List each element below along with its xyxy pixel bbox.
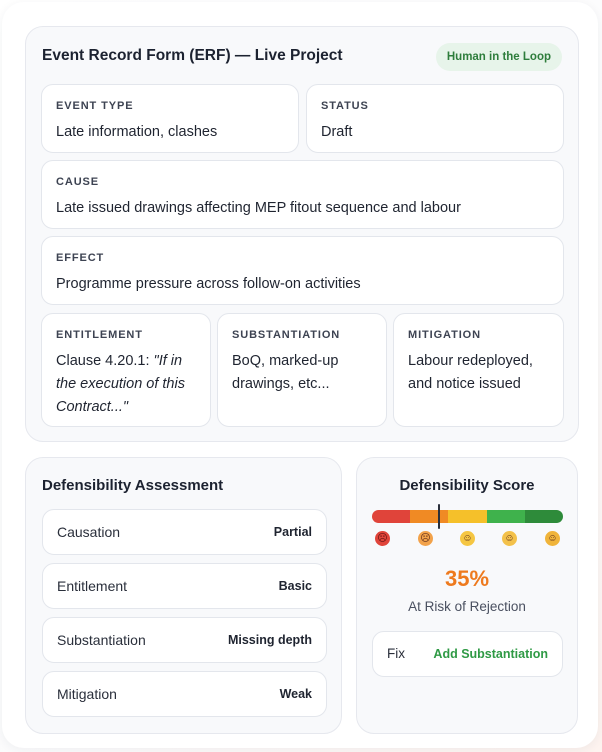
- cause-label: CAUSE: [56, 176, 100, 188]
- score-gauge-bar: [372, 510, 563, 523]
- assessment-row-entitlement[interactable]: Entitlement Basic: [42, 563, 327, 609]
- entitlement-value: Clause 4.20.1: "If in the execution of t…: [56, 350, 200, 419]
- score-title: Defensibility Score: [399, 477, 535, 494]
- substantiation-value: BoQ, marked-up drawings, etc...: [232, 353, 339, 392]
- assessment-row-substantiation[interactable]: Substantiation Missing depth: [42, 617, 327, 663]
- gauge-segment: [524, 510, 563, 523]
- effect-value: Programme pressure across follow-on acti…: [56, 276, 361, 292]
- status-value: Draft: [321, 124, 353, 140]
- fix-label: Fix: [387, 646, 405, 661]
- assessment-row-value: Partial: [273, 525, 312, 539]
- assessment-row-name: Mitigation: [57, 686, 117, 702]
- score-status: At Risk of Rejection: [408, 599, 526, 614]
- form-title: Event Record Form (ERF) — Live Project: [42, 47, 343, 64]
- slightly-smiling-face-icon: ☺: [502, 531, 517, 546]
- mitigation-label: MITIGATION: [408, 329, 481, 341]
- event-type-field[interactable]: EVENT TYPE Late information, clashes: [41, 84, 299, 153]
- assessment-row-name: Substantiation: [57, 632, 146, 648]
- entitlement-label: ENTITLEMENT: [56, 329, 143, 341]
- gauge-segment: [486, 510, 525, 523]
- status-label: STATUS: [321, 100, 369, 112]
- entitlement-quote: "If in the execution of this Contract...…: [56, 353, 185, 415]
- assessment-row-mitigation[interactable]: Mitigation Weak: [42, 671, 327, 717]
- mitigation-field[interactable]: MITIGATION Labour redeployed, and notice…: [393, 313, 564, 427]
- add-substantiation-button[interactable]: Add Substantiation: [433, 647, 548, 661]
- score-percent: 35%: [444, 566, 490, 591]
- defensibility-score-card: Defensibility Score ☹ ☹ ☺ ☺ ☺ 35% At Ris…: [356, 457, 578, 734]
- worried-face-icon: ☹: [418, 531, 433, 546]
- defensibility-assessment-card: Defensibility Assessment Causation Parti…: [25, 457, 342, 734]
- assessment-row-value: Missing depth: [227, 633, 312, 647]
- gauge-segment: [410, 510, 449, 523]
- substantiation-field[interactable]: SUBSTANTIATION BoQ, marked-up drawings, …: [217, 313, 387, 427]
- cause-field[interactable]: CAUSE Late issued drawings affecting MEP…: [41, 160, 564, 229]
- entitlement-field[interactable]: ENTITLEMENT Clause 4.20.1: "If in the ex…: [41, 313, 211, 427]
- effect-field[interactable]: EFFECT Programme pressure across follow-…: [41, 236, 564, 305]
- cause-value: Late issued drawings affecting MEP fitou…: [56, 200, 461, 216]
- event-type-label: EVENT TYPE: [56, 100, 134, 112]
- mitigation-value: Labour redeployed, and notice issued: [408, 353, 533, 392]
- neutral-face-icon: ☺: [460, 531, 475, 546]
- gauge-needle: [437, 504, 440, 529]
- grinning-face-icon: ☺: [545, 531, 560, 546]
- assessment-row-causation[interactable]: Causation Partial: [42, 509, 327, 555]
- fix-suggestion: Fix Add Substantiation: [372, 631, 563, 677]
- angry-face-icon: ☹: [375, 531, 390, 546]
- assessment-title: Defensibility Assessment: [42, 477, 224, 494]
- status-field[interactable]: STATUS Draft: [306, 84, 564, 153]
- substantiation-label: SUBSTANTIATION: [232, 329, 341, 341]
- assessment-row-name: Entitlement: [57, 578, 128, 594]
- event-record-form-card: Event Record Form (ERF) — Live Project H…: [25, 26, 579, 442]
- event-type-value: Late information, clashes: [56, 124, 218, 140]
- assessment-row-value: Basic: [278, 579, 312, 593]
- gauge-segment: [448, 510, 487, 523]
- human-in-loop-badge: Human in the Loop: [435, 43, 562, 71]
- gauge-segment: [372, 510, 411, 523]
- effect-label: EFFECT: [56, 252, 105, 264]
- assessment-row-name: Causation: [57, 524, 121, 540]
- gauge-faces: ☹ ☹ ☺ ☺ ☺: [372, 531, 563, 547]
- assessment-row-value: Weak: [279, 687, 312, 701]
- entitlement-clause: Clause 4.20.1:: [56, 353, 154, 369]
